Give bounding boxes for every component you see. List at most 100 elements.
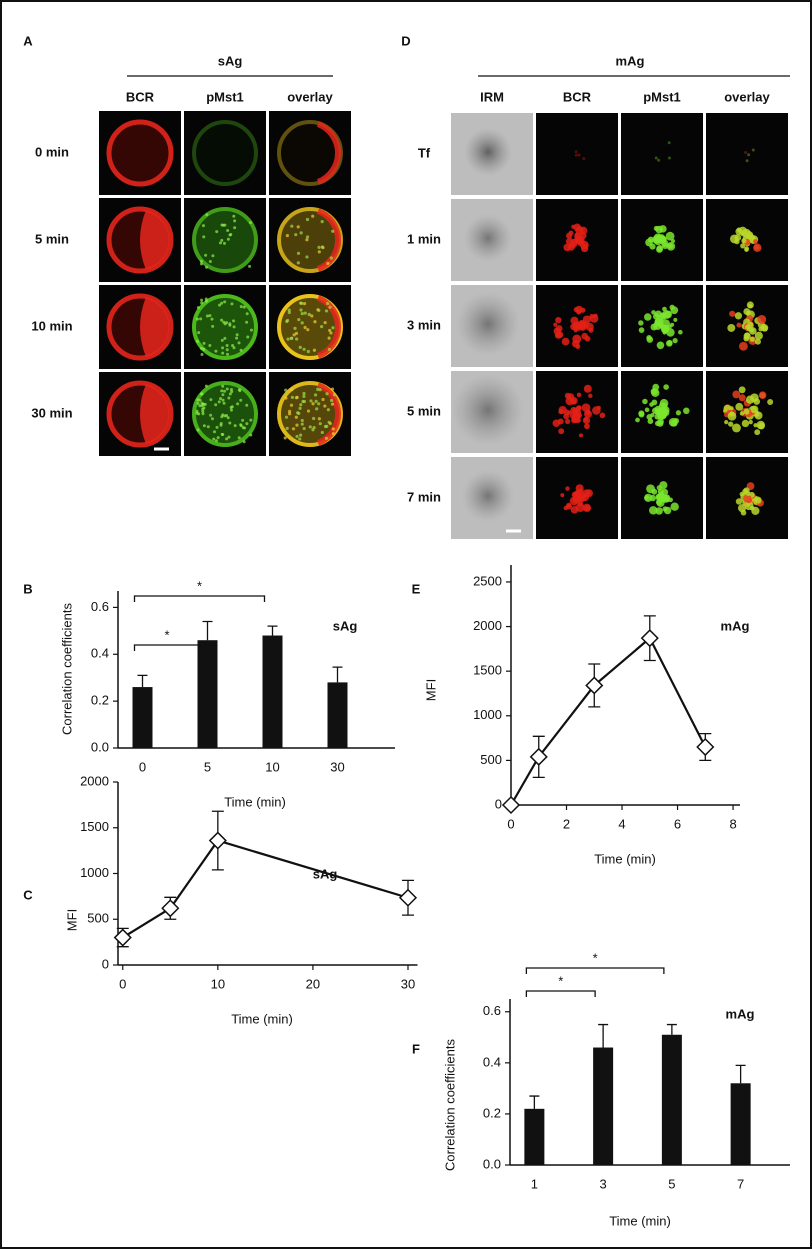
x-tick-label: 7 xyxy=(737,1176,744,1191)
spot xyxy=(670,419,678,427)
spot xyxy=(655,238,661,243)
speck xyxy=(324,436,329,440)
micrograph xyxy=(269,111,351,195)
speck xyxy=(294,415,298,419)
spot xyxy=(741,238,747,244)
speck xyxy=(317,250,321,254)
speck xyxy=(218,397,222,401)
y-tick-label: 2000 xyxy=(80,773,109,788)
spot xyxy=(739,411,745,416)
speck xyxy=(298,437,302,441)
speck xyxy=(200,301,204,305)
speck xyxy=(221,223,225,227)
y-tick-label: 0 xyxy=(495,796,502,811)
spot xyxy=(585,409,591,415)
spot xyxy=(596,405,601,410)
speck xyxy=(221,346,225,350)
micrograph xyxy=(99,372,181,456)
spot xyxy=(654,156,658,160)
marker xyxy=(161,899,180,918)
speck xyxy=(212,430,216,434)
x-tick-label: 0 xyxy=(119,976,126,991)
y-axis-label: Correlation coefficients xyxy=(59,603,74,735)
speck xyxy=(301,399,305,404)
micrograph-bg xyxy=(621,113,703,195)
speck xyxy=(221,398,225,402)
speck xyxy=(300,422,304,426)
column-label: pMst1 xyxy=(643,89,681,104)
speck xyxy=(221,351,225,355)
speck xyxy=(233,226,237,230)
x-tick-label: 10 xyxy=(265,759,279,774)
speck xyxy=(326,408,330,412)
spot xyxy=(670,502,679,511)
micrograph xyxy=(706,199,788,281)
speck xyxy=(221,384,225,388)
spot xyxy=(754,331,763,340)
spot xyxy=(657,158,661,162)
spot xyxy=(749,336,755,342)
speck xyxy=(211,324,215,328)
speck xyxy=(325,392,329,396)
speck xyxy=(205,314,209,318)
marker xyxy=(696,737,715,757)
speck xyxy=(249,221,253,225)
speck xyxy=(285,319,289,324)
speck xyxy=(219,423,223,427)
speck xyxy=(328,328,332,333)
spot xyxy=(575,344,581,350)
spot xyxy=(734,312,743,320)
x-tick-label: 1 xyxy=(531,1176,538,1191)
speck xyxy=(290,336,294,340)
spot xyxy=(563,505,569,511)
panel-letter: D xyxy=(401,33,410,48)
speck xyxy=(331,432,336,436)
speck xyxy=(199,262,203,266)
spot xyxy=(745,231,754,240)
speck xyxy=(229,232,233,236)
spot xyxy=(645,238,653,247)
speck xyxy=(283,436,287,440)
speck xyxy=(197,331,201,335)
spot xyxy=(651,488,658,495)
speck xyxy=(327,420,331,424)
spot xyxy=(754,338,761,345)
bar xyxy=(262,635,283,748)
y-tick-label: 0.0 xyxy=(91,739,109,754)
speck xyxy=(320,245,324,249)
x-tick-label: 5 xyxy=(204,759,211,774)
speck xyxy=(217,400,221,404)
spot xyxy=(662,306,667,312)
spot xyxy=(665,340,673,347)
spot xyxy=(746,326,752,332)
spot xyxy=(747,153,751,157)
spot xyxy=(584,423,590,430)
speck xyxy=(330,402,335,406)
bar xyxy=(197,640,218,748)
speck xyxy=(313,320,317,324)
speck xyxy=(225,437,229,441)
speck xyxy=(310,314,314,318)
speck xyxy=(308,425,312,429)
speck xyxy=(231,343,235,347)
speck xyxy=(209,413,213,417)
speck xyxy=(195,409,199,413)
spot xyxy=(667,141,671,145)
spot xyxy=(757,314,767,324)
speck xyxy=(332,393,337,397)
speck xyxy=(221,432,225,436)
speck xyxy=(306,409,311,413)
speck xyxy=(228,392,232,396)
speck xyxy=(299,301,304,305)
speck xyxy=(295,395,299,399)
speck xyxy=(230,405,234,409)
speck xyxy=(298,406,302,410)
speck xyxy=(321,397,325,402)
micrograph-bg xyxy=(706,113,788,195)
speck xyxy=(323,404,327,408)
bar xyxy=(524,1108,545,1165)
speck xyxy=(317,245,321,249)
speck xyxy=(218,303,222,307)
spot xyxy=(582,157,586,161)
